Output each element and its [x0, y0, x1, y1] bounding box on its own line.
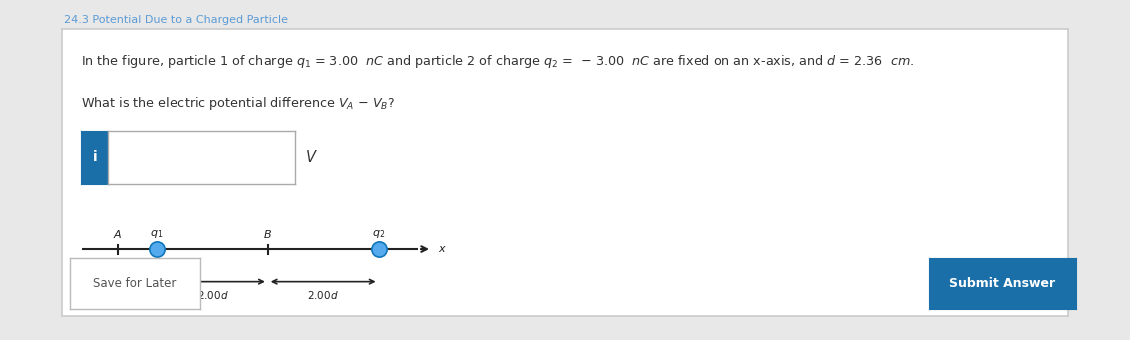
- Text: V: V: [306, 150, 316, 165]
- Text: $x$: $x$: [438, 244, 446, 254]
- Text: Save for Later: Save for Later: [94, 277, 176, 290]
- Text: $2.00d$: $2.00d$: [307, 289, 339, 301]
- Text: $2.00d$: $2.00d$: [197, 289, 228, 301]
- Text: $d$: $d$: [133, 289, 141, 301]
- Text: What is the electric potential difference $V_A$ − $V_B$?: What is the electric potential differenc…: [81, 95, 396, 112]
- Text: Submit Answer: Submit Answer: [949, 277, 1055, 290]
- Text: i: i: [93, 150, 97, 164]
- Text: In the figure, particle 1 of charge $q_1$ = 3.00  $nC$ and particle 2 of charge : In the figure, particle 1 of charge $q_1…: [81, 53, 914, 70]
- Text: $A$: $A$: [113, 228, 122, 240]
- Text: $B$: $B$: [263, 228, 272, 240]
- Text: $q_2$: $q_2$: [372, 228, 385, 240]
- Text: 24.3 Potential Due to a Charged Particle: 24.3 Potential Due to a Charged Particle: [64, 15, 288, 25]
- Text: $q_1$: $q_1$: [150, 228, 164, 240]
